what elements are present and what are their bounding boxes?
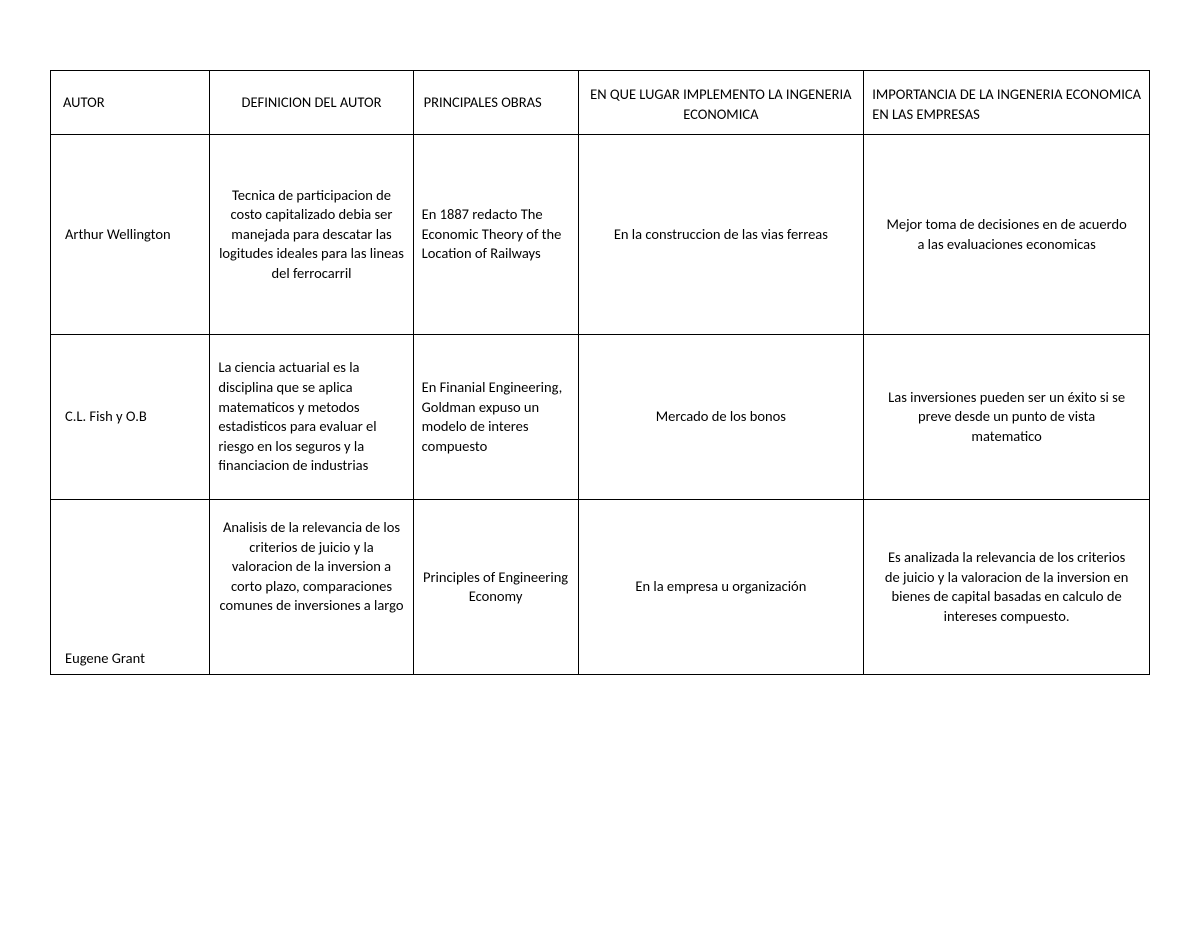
cell-definicion: Tecnica de participacion de costo capita… — [210, 135, 413, 335]
col-header-importancia: IMPORTANCIA DE LA INGENERIA ECONOMICA EN… — [864, 71, 1150, 135]
cell-lugar: En la construccion de las vias ferreas — [578, 135, 864, 335]
cell-definicion: Analisis de la relevancia de los criteri… — [210, 500, 413, 675]
cell-autor: Eugene Grant — [51, 500, 210, 675]
cell-importancia: Las inversiones pueden ser un éxito si s… — [864, 335, 1150, 500]
col-header-lugar: EN QUE LUGAR IMPLEMENTO LA INGENERIA ECO… — [578, 71, 864, 135]
cell-obras: En 1887 redacto The Economic Theory of t… — [413, 135, 578, 335]
cell-autor: C.L. Fish y O.B — [51, 335, 210, 500]
table-row: C.L. Fish y O.B La ciencia actuarial es … — [51, 335, 1150, 500]
cell-importancia: Mejor toma de decisiones en de acuerdo a… — [864, 135, 1150, 335]
table-row: Arthur Wellington Tecnica de participaci… — [51, 135, 1150, 335]
table-header-row: AUTOR DEFINICION DEL AUTOR PRINCIPALES O… — [51, 71, 1150, 135]
cell-importancia: Es analizada la relevancia de los criter… — [864, 500, 1150, 675]
cell-autor: Arthur Wellington — [51, 135, 210, 335]
cell-lugar: Mercado de los bonos — [578, 335, 864, 500]
cell-obras: Principles of Engineering Economy — [413, 500, 578, 675]
cell-obras: En Finanial Engineering, Goldman expuso … — [413, 335, 578, 500]
cell-definicion: La ciencia actuarial es la disciplina qu… — [210, 335, 413, 500]
table-row: Eugene Grant Analisis de la relevancia d… — [51, 500, 1150, 675]
cell-lugar: En la empresa u organización — [578, 500, 864, 675]
col-header-definicion: DEFINICION DEL AUTOR — [210, 71, 413, 135]
col-header-obras: PRINCIPALES OBRAS — [413, 71, 578, 135]
col-header-autor: AUTOR — [51, 71, 210, 135]
authors-table: AUTOR DEFINICION DEL AUTOR PRINCIPALES O… — [50, 70, 1150, 675]
